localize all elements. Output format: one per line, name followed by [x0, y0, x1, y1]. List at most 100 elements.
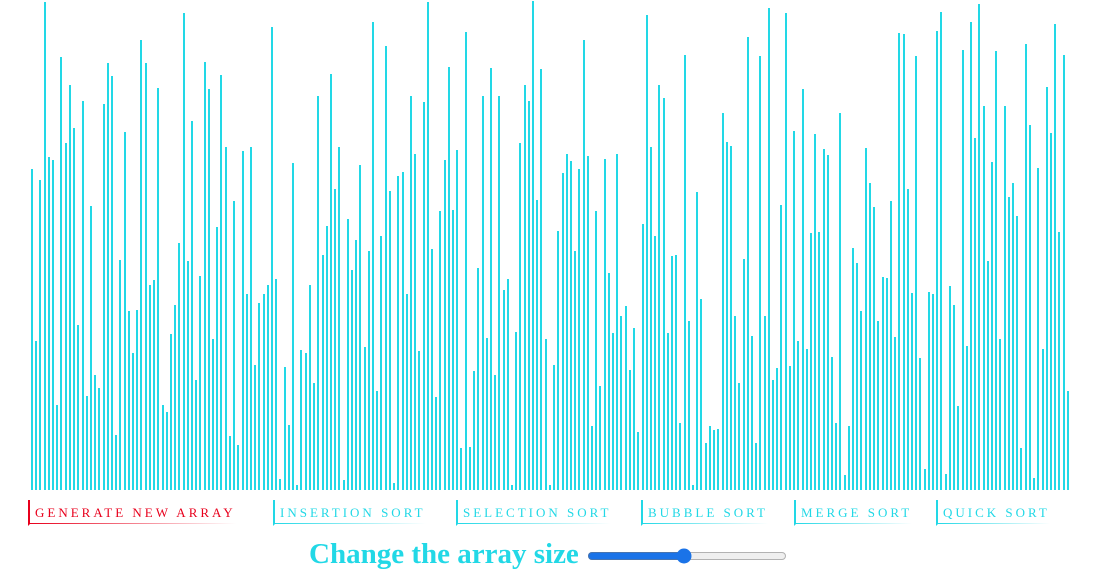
array-bar [191, 121, 193, 490]
array-bar [52, 160, 55, 490]
array-bar [85, 396, 88, 490]
array-bar [725, 142, 728, 490]
array-bar [582, 40, 585, 490]
array-bar [338, 147, 341, 490]
array-bar [376, 391, 379, 490]
array-bar [902, 34, 905, 490]
array-bar [271, 27, 273, 490]
array-bar [422, 102, 425, 490]
generate-new-array-button[interactable]: GENERATE NEW ARRAY [28, 500, 236, 526]
array-bar [511, 485, 513, 490]
array-bar [279, 479, 282, 490]
array-bar [111, 76, 113, 490]
array-bar [106, 63, 109, 490]
array-bar [974, 138, 977, 490]
merge-sort-button[interactable]: MERGE SORT [794, 500, 913, 526]
array-bar [1066, 391, 1069, 490]
array-size-slider[interactable] [586, 548, 787, 564]
array-bar [784, 13, 787, 490]
array-bar [363, 347, 366, 490]
array-bar [308, 285, 311, 490]
array-bar [266, 285, 269, 490]
array-bar [393, 483, 396, 490]
array-bar [894, 337, 897, 490]
array-bar [506, 279, 509, 490]
array-bar [658, 85, 661, 490]
array-bar [595, 211, 598, 490]
array-bar [936, 31, 939, 490]
array-bar [498, 96, 501, 490]
array-bar [157, 88, 160, 490]
array-bar [675, 255, 678, 490]
array-bar [940, 12, 943, 490]
array-bar [1028, 125, 1031, 490]
array-bar [292, 163, 295, 490]
array-bar [186, 261, 189, 490]
array-bar [915, 56, 918, 490]
array-bar [864, 148, 867, 490]
array-bar [696, 192, 699, 490]
array-bar [523, 85, 526, 490]
array-bar [809, 233, 812, 490]
array-bar [822, 149, 825, 490]
array-bar [536, 200, 539, 490]
array-bar [519, 143, 522, 490]
array-bar [860, 311, 863, 490]
array-bar [443, 160, 446, 490]
array-bar [220, 75, 223, 490]
array-bar [334, 189, 337, 490]
array-bar [515, 332, 518, 490]
array-bar [969, 22, 972, 490]
quick-sort-button[interactable]: QUICK SORT [936, 500, 1050, 526]
array-bar [380, 236, 383, 490]
array-bar [426, 2, 429, 490]
array-bar [843, 475, 846, 490]
array-bar [199, 276, 202, 490]
array-bar [607, 273, 610, 490]
array-bar [856, 263, 859, 490]
array-bar [683, 55, 686, 490]
array-bar [355, 240, 358, 490]
array-bar [73, 128, 76, 490]
array-bar [1045, 87, 1048, 490]
array-bar [140, 40, 143, 490]
array-bar [304, 353, 307, 490]
array-bar [1041, 349, 1044, 490]
array-bar [317, 96, 320, 490]
array-bar [245, 294, 248, 490]
array-bar [77, 325, 80, 490]
array-bar [708, 426, 711, 490]
array-bar [203, 62, 206, 490]
array-bar [881, 277, 884, 490]
insertion-sort-button[interactable]: INSERTION SORT [273, 500, 426, 526]
array-bar [489, 68, 492, 490]
array-bar [818, 232, 821, 490]
array-size-label: Change the array size [309, 537, 579, 570]
array-bar [409, 96, 412, 490]
array-bar [788, 366, 791, 490]
bubble-sort-button[interactable]: BUBBLE SORT [641, 500, 768, 526]
array-bar [477, 268, 480, 490]
array-bar [132, 353, 135, 490]
array-size-control: Change the array size [309, 536, 787, 572]
array-bar [169, 334, 172, 490]
array-bar [195, 380, 198, 490]
array-bar [826, 155, 829, 490]
array-bar [207, 89, 210, 490]
array-bar [1003, 106, 1006, 490]
array-bar [868, 183, 871, 490]
array-bar [237, 445, 240, 490]
array-bar [249, 147, 252, 490]
array-bar [115, 435, 118, 490]
array-bar [557, 231, 560, 490]
array-bar [527, 101, 530, 490]
array-bar [165, 412, 168, 490]
array-bar [780, 205, 783, 490]
array-bar [452, 210, 455, 490]
array-bar [574, 251, 577, 490]
array-bar [953, 305, 956, 490]
array-bar [56, 405, 59, 490]
array-bar [591, 426, 593, 490]
array-bar [447, 67, 450, 490]
selection-sort-button[interactable]: SELECTION SORT [456, 500, 612, 526]
